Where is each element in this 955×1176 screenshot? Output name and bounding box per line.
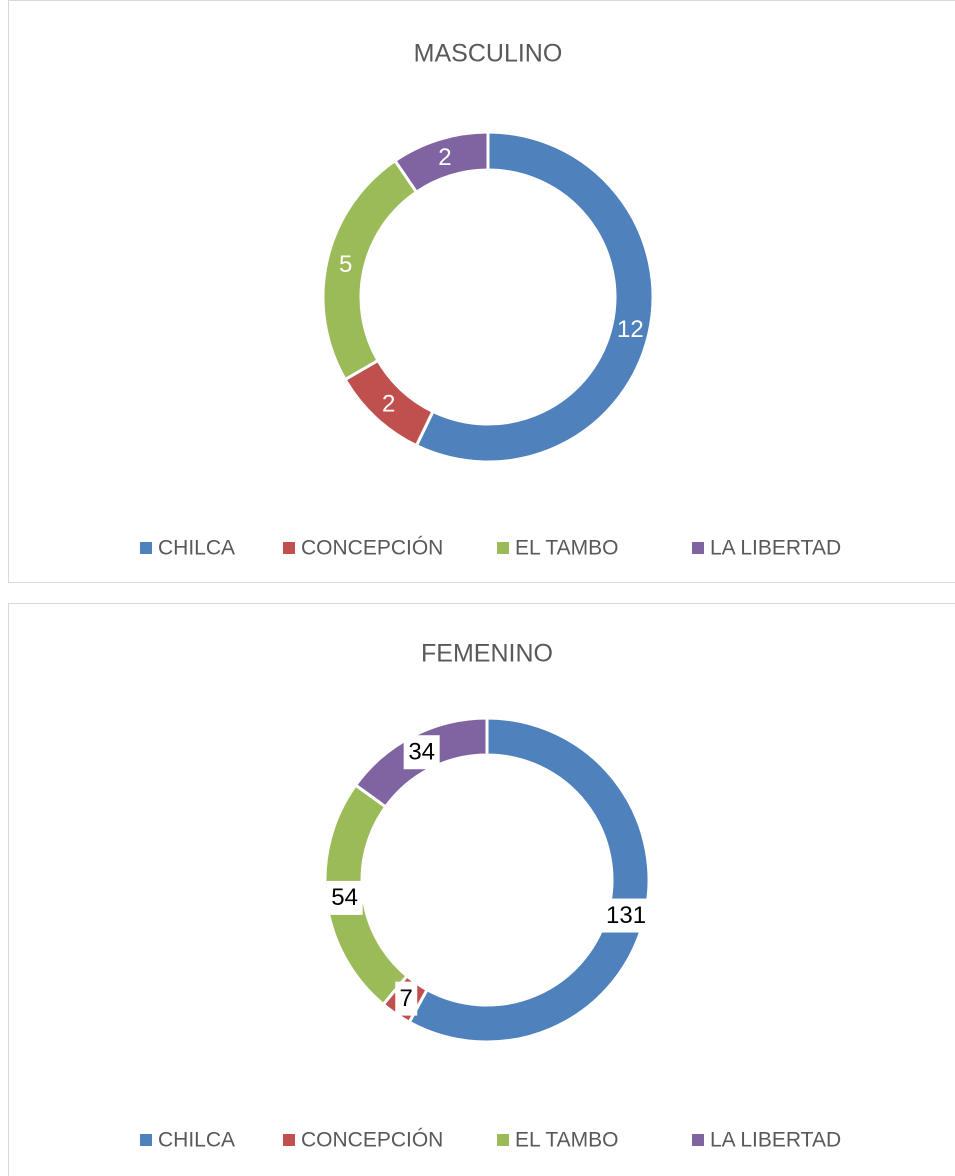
data-label: 131 (606, 902, 646, 929)
legend-swatch (140, 542, 152, 554)
data-label: 7 (400, 985, 413, 1012)
legend-swatch (283, 1134, 295, 1146)
legend-label: EL TAMBO (515, 537, 618, 560)
data-label: 34 (408, 739, 435, 766)
legend-label: CONCEPCIÓN (301, 1129, 443, 1152)
data-label: 12 (617, 316, 644, 343)
legend-swatch (692, 1134, 704, 1146)
legend-label: CHILCA (158, 1129, 235, 1152)
legend-swatch (692, 542, 704, 554)
legend-swatch (140, 1134, 152, 1146)
donut-segment (407, 716, 651, 1044)
chart-frame (8, 603, 955, 1176)
legend-label: LA LIBERTAD (710, 1129, 841, 1152)
data-label-box (326, 880, 363, 915)
data-label-box (601, 898, 652, 933)
donut-segment (414, 130, 655, 464)
legend-label: EL TAMBO (515, 1129, 618, 1152)
data-label: 5 (339, 251, 352, 278)
data-label-box (403, 735, 440, 770)
legend-swatch (497, 1134, 509, 1146)
chart-frame (8, 0, 955, 583)
legend-swatch (497, 542, 509, 554)
chart-title: MASCULINO (414, 40, 563, 68)
donut-segment (392, 130, 490, 195)
data-label-box (395, 981, 418, 1016)
legend-label: LA LIBERTAD (710, 537, 841, 560)
data-label: 54 (331, 884, 358, 911)
legend-label: CHILCA (158, 537, 235, 560)
chart-title: FEMENINO (421, 640, 553, 668)
legend-swatch (283, 542, 295, 554)
legend-label: CONCEPCIÓN (301, 537, 443, 560)
data-label: 2 (382, 390, 395, 417)
data-label: 2 (438, 144, 451, 171)
